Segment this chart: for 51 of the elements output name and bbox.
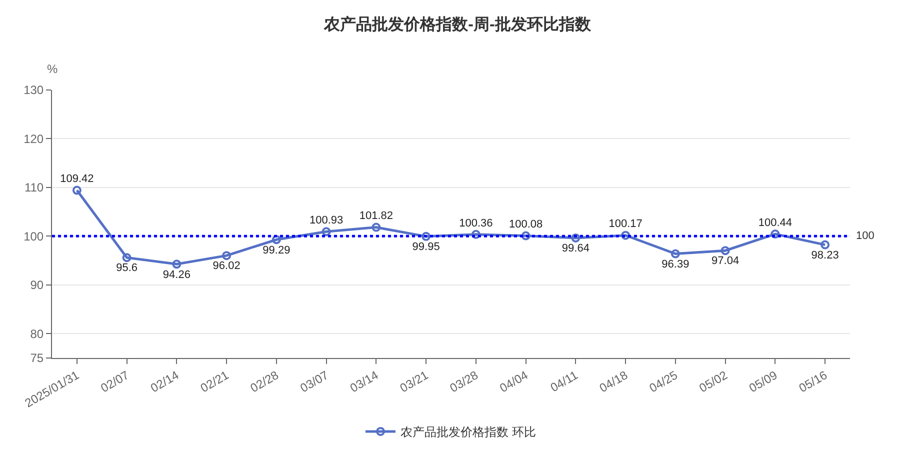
point bbox=[571, 233, 580, 242]
y-tick-label: 120 bbox=[24, 132, 44, 146]
y-tick-label: 90 bbox=[30, 278, 44, 292]
y-axis-title: % bbox=[47, 62, 58, 76]
ref-line-label: 100 bbox=[856, 230, 874, 242]
data-label: 101.82 bbox=[359, 210, 394, 222]
point bbox=[122, 253, 132, 262]
x-tick-label: 03/28 bbox=[447, 368, 481, 396]
x-tick-label: 03/21 bbox=[398, 368, 431, 396]
data-label: 100.17 bbox=[608, 218, 642, 230]
point bbox=[820, 240, 830, 250]
data-label: 100.93 bbox=[309, 214, 344, 227]
point bbox=[422, 232, 431, 241]
x-tick-label: 04/18 bbox=[597, 368, 630, 396]
data-label: 98.23 bbox=[811, 249, 839, 262]
point bbox=[521, 231, 530, 240]
point bbox=[272, 235, 281, 244]
legend-label: 农产品批发价格指数 环比 bbox=[400, 425, 536, 440]
data-label: 99.64 bbox=[562, 242, 590, 255]
y-tick-label: 100 bbox=[24, 229, 44, 244]
data-label: 94.26 bbox=[162, 268, 190, 281]
point bbox=[72, 186, 82, 195]
data-label: 96.02 bbox=[212, 260, 240, 272]
y-tick-label: 110 bbox=[24, 180, 44, 195]
data-label: 100.44 bbox=[758, 216, 792, 229]
data-label: 100.36 bbox=[459, 217, 493, 230]
y-tick-label: 130 bbox=[24, 83, 44, 98]
point bbox=[621, 230, 630, 240]
point bbox=[372, 222, 381, 232]
data-label: 109.42 bbox=[60, 173, 94, 186]
data-label: 99.29 bbox=[262, 244, 290, 256]
x-tick-label: 05/09 bbox=[746, 368, 780, 396]
data-label: 95.6 bbox=[116, 262, 138, 274]
point bbox=[770, 230, 780, 239]
x-tick-label: 02/21 bbox=[198, 368, 232, 396]
y-tick-label: 80 bbox=[30, 326, 44, 341]
point bbox=[471, 230, 480, 239]
x-tick-label: 05/02 bbox=[696, 368, 730, 396]
data-label: 97.04 bbox=[712, 255, 740, 268]
data-label: 100.08 bbox=[508, 218, 543, 231]
y-tick-label: 75 bbox=[30, 351, 44, 366]
point bbox=[670, 249, 680, 258]
x-tick-label: 04/11 bbox=[548, 368, 580, 395]
point bbox=[720, 246, 730, 256]
data-label: 96.39 bbox=[662, 258, 690, 270]
point bbox=[222, 251, 232, 260]
point bbox=[172, 260, 182, 269]
x-tick-label: 02/28 bbox=[248, 368, 282, 396]
chart-title: 农产品批发价格指数-周-批发环比指数 bbox=[323, 16, 592, 34]
point bbox=[322, 227, 331, 236]
data-label: 99.95 bbox=[412, 241, 440, 254]
